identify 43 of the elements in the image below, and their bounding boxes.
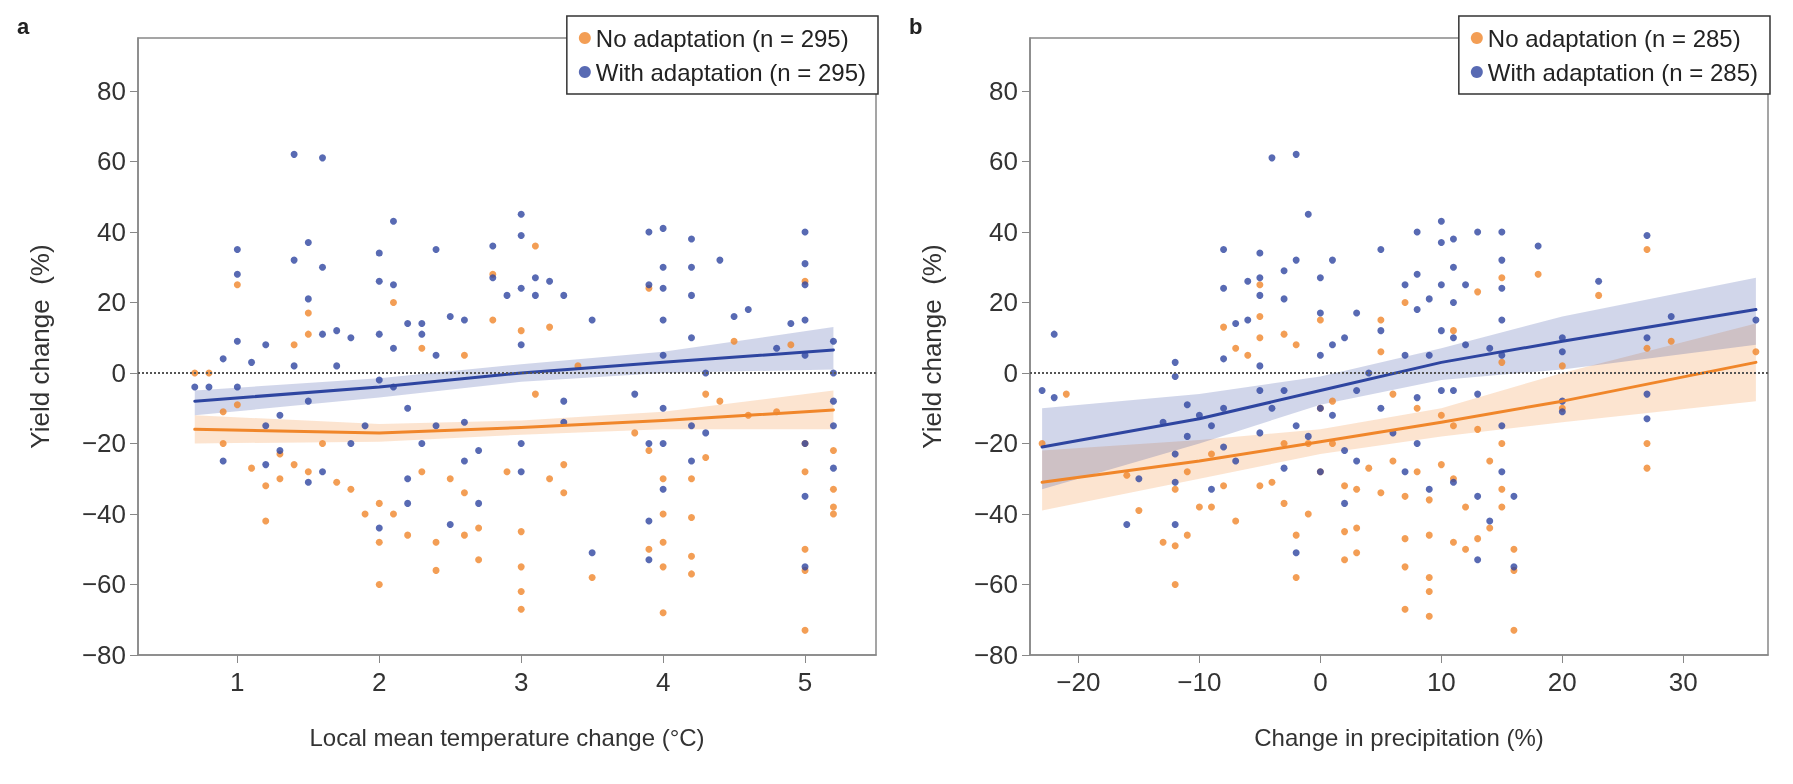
- y-axis-title: Yield change (%): [917, 244, 947, 449]
- x-tick-label: 2: [372, 667, 387, 697]
- x-tick-label: 0: [1313, 667, 1328, 697]
- y-tick-label: 60: [97, 146, 126, 177]
- line-series: [193, 408, 835, 435]
- y-tick-label: 0: [1003, 357, 1018, 388]
- y-tick-label: −60: [81, 569, 126, 600]
- y-tick-label: 20: [97, 287, 126, 318]
- x-tick-label: 20: [1547, 667, 1577, 697]
- y-tick-label: 40: [989, 216, 1018, 247]
- x-tick-label: 4: [655, 667, 671, 697]
- legend-label: No adaptation (n = 285): [1487, 24, 1741, 52]
- line-series: [193, 348, 835, 403]
- x-tick-label: 10: [1426, 667, 1456, 697]
- y-tick-label: 40: [97, 216, 126, 247]
- y-tick-label: 80: [989, 75, 1018, 106]
- y-tick-label: −20: [81, 428, 126, 459]
- y-tick-label: 60: [989, 146, 1018, 177]
- x-tick-label: 5: [797, 667, 813, 697]
- y-tick-label: −80: [81, 640, 126, 670]
- y-tick-label: 0: [111, 357, 126, 388]
- y-tick-label: 20: [989, 287, 1018, 318]
- x-tick-label: −20: [1056, 667, 1101, 697]
- x-axis-title: Local mean temperature change (°C): [309, 723, 705, 751]
- y-tick-label: −20: [973, 428, 1018, 459]
- x-tick-label: −10: [1177, 667, 1222, 697]
- line-series: [1040, 307, 1758, 449]
- line-series: [1040, 360, 1758, 484]
- y-tick-label: −60: [973, 569, 1018, 600]
- legend-label: No adaptation (n = 295): [595, 24, 849, 52]
- legend-label: With adaptation (n = 295): [595, 58, 867, 86]
- legend-label: With adaptation (n = 285): [1487, 58, 1759, 86]
- chart-title: b: [909, 13, 923, 39]
- x-tick-label: 3: [513, 667, 529, 697]
- y-tick-label: −40: [81, 498, 126, 529]
- y-tick-label: −40: [973, 498, 1018, 529]
- x-tick-label: 30: [1668, 667, 1698, 697]
- x-axis-title: Change in precipitation (%): [1254, 723, 1544, 751]
- y-tick-label: 80: [97, 75, 126, 106]
- y-tick-label: −80: [973, 640, 1018, 670]
- x-tick-label: 1: [230, 667, 245, 697]
- y-axis-title: Yield change (%): [25, 244, 55, 449]
- chart-title: a: [17, 13, 30, 39]
